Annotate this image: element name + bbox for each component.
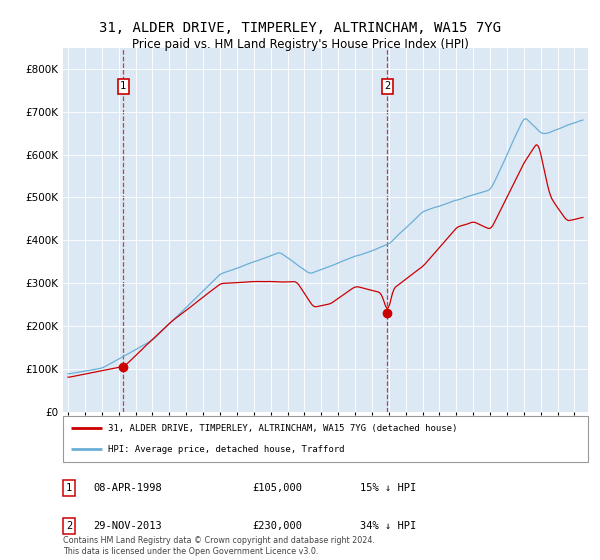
Text: 34% ↓ HPI: 34% ↓ HPI [360,521,416,531]
Text: 1: 1 [66,483,72,493]
Text: 31, ALDER DRIVE, TIMPERLEY, ALTRINCHAM, WA15 7YG (detached house): 31, ALDER DRIVE, TIMPERLEY, ALTRINCHAM, … [107,423,457,432]
Text: HPI: Average price, detached house, Trafford: HPI: Average price, detached house, Traf… [107,445,344,454]
Text: Contains HM Land Registry data © Crown copyright and database right 2024.
This d: Contains HM Land Registry data © Crown c… [63,536,375,556]
Text: 2: 2 [66,521,72,531]
Text: Price paid vs. HM Land Registry's House Price Index (HPI): Price paid vs. HM Land Registry's House … [131,38,469,51]
Text: £105,000: £105,000 [252,483,302,493]
Text: 1: 1 [120,81,127,91]
Text: 29-NOV-2013: 29-NOV-2013 [93,521,162,531]
Text: 31, ALDER DRIVE, TIMPERLEY, ALTRINCHAM, WA15 7YG: 31, ALDER DRIVE, TIMPERLEY, ALTRINCHAM, … [99,21,501,35]
Text: 2: 2 [384,81,391,91]
Text: 15% ↓ HPI: 15% ↓ HPI [360,483,416,493]
Text: 08-APR-1998: 08-APR-1998 [93,483,162,493]
Text: £230,000: £230,000 [252,521,302,531]
FancyBboxPatch shape [63,416,588,462]
